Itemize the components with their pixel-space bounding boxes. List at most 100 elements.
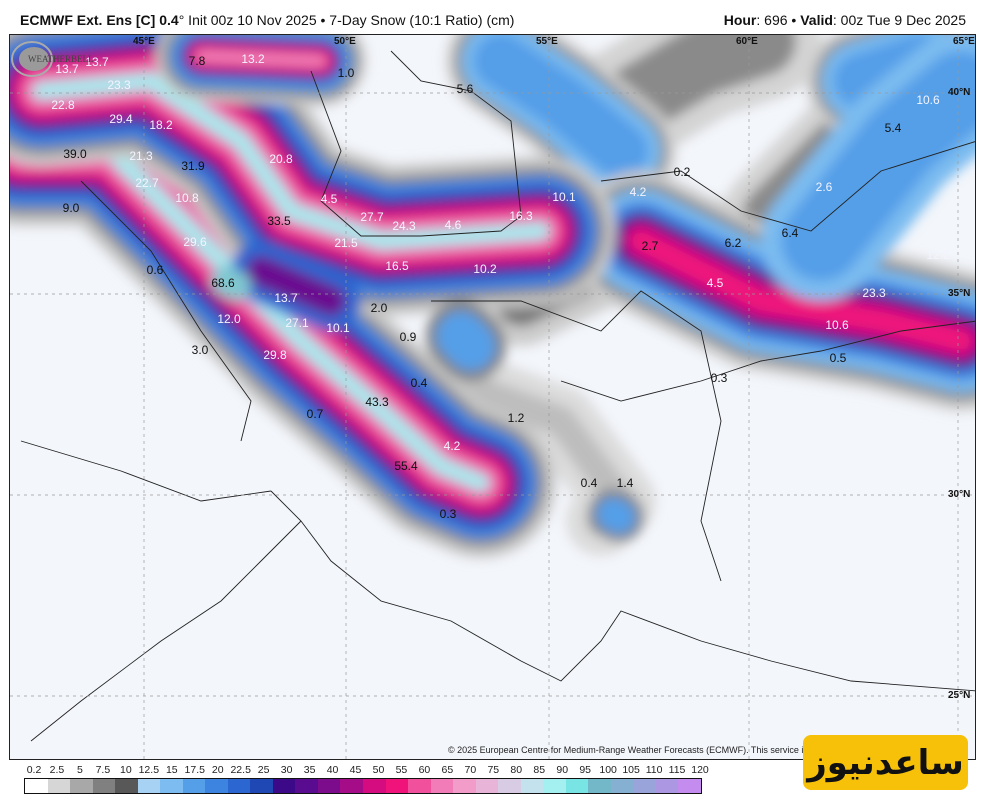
- colorbar-swatch: [633, 779, 656, 793]
- latitude-label: 25°N: [948, 690, 971, 701]
- snow-value-label: 29.8: [263, 348, 287, 362]
- colorbar-swatches: [24, 778, 702, 794]
- snow-value-label: 20.8: [269, 152, 293, 166]
- snow-contour: [781, 51, 975, 281]
- snow-value-label: 2.6: [815, 180, 833, 194]
- snow-value-label: 12.0: [217, 312, 241, 326]
- colorbar-tick-label: 25: [257, 764, 270, 776]
- colorbar-swatch: [295, 779, 318, 793]
- copyright-notice: © 2025 European Centre for Medium-Range …: [448, 745, 816, 755]
- longitude-label: 60°E: [736, 36, 758, 47]
- snow-value-label: 0.4: [580, 476, 598, 490]
- latitude-label: 35°N: [948, 288, 971, 299]
- colorbar-swatch: [92, 779, 116, 793]
- snow-value-label: 5.6: [456, 82, 474, 96]
- colorbar-swatch: [70, 779, 93, 793]
- colorbar-tick-label: 55: [395, 764, 408, 776]
- colorbar-tick-label: 100: [599, 764, 617, 776]
- border-line: [30, 520, 302, 742]
- colorbar-swatch: [430, 779, 454, 793]
- border-line: [560, 320, 975, 402]
- colorbar-legend: 0.2 2.5 5 7.5 10 12.5 15 17.5 20 22.5 25 30 35 40 45 50…: [24, 764, 709, 804]
- colorbar-swatch: [137, 779, 161, 793]
- snow-value-label: 0.7: [306, 407, 324, 421]
- colorbar-swatch: [385, 779, 409, 793]
- longitude-label: 50°E: [334, 36, 356, 47]
- snow-value-label: 1.2: [507, 411, 525, 425]
- snow-value-label: 6.2: [724, 236, 742, 250]
- snow-value-label: 10.6: [916, 93, 940, 107]
- colorbar-tick-label: 40: [326, 764, 339, 776]
- colorbar-tick-label: 10: [120, 764, 132, 776]
- snow-value-label: 2.7: [641, 239, 659, 253]
- snow-value-label: 29.6: [183, 235, 207, 249]
- latitude-label: 30°N: [948, 489, 971, 500]
- colorbar-tick-label: 105: [622, 764, 640, 776]
- snow-contour: [211, 266, 251, 301]
- snow-value-label: 2.0: [370, 301, 388, 315]
- border-line: [20, 440, 272, 502]
- snow-field: [10, 35, 975, 759]
- colorbar-tick-label: 85: [533, 764, 546, 776]
- colorbar-swatch: [453, 779, 476, 793]
- snow-value-label: 18.2: [149, 118, 173, 132]
- snow-value-label: 21.3: [129, 149, 153, 163]
- snow-value-label: 6.4: [781, 226, 799, 240]
- snow-value-label: 10.6: [825, 318, 849, 332]
- longitude-label: 65°E: [953, 36, 975, 47]
- colorbar-tick-label: 65: [441, 764, 454, 776]
- snow-value-label: 0.2: [673, 165, 691, 179]
- colorbar-swatch: [610, 779, 634, 793]
- colorbar-tick-label: 35: [303, 764, 316, 776]
- colorbar-swatch: [47, 779, 71, 793]
- colorbar-tick-label: 7.5: [95, 764, 111, 776]
- snow-value-label: 27.7: [360, 210, 384, 224]
- snow-value-label: 0.4: [410, 376, 428, 390]
- snow-value-label: 55.4: [394, 459, 418, 473]
- colorbar-swatch: [362, 779, 386, 793]
- snow-value-label: 0.5: [829, 351, 847, 365]
- snow-value-label: 5.4: [884, 121, 902, 135]
- colorbar-tick-label: 45: [349, 764, 362, 776]
- snow-value-label: 39.0: [63, 147, 87, 161]
- snow-contour: [473, 35, 649, 179]
- snow-value-label: 31.9: [181, 159, 205, 173]
- snow-value-label: 43.3: [365, 395, 389, 409]
- snow-value-label: 22.7: [135, 176, 159, 190]
- colorbar-swatch: [340, 779, 363, 793]
- snow-value-label: 0.3: [710, 371, 728, 385]
- colorbar-tick-label: 90: [556, 764, 569, 776]
- snow-value-label: 16.5: [385, 259, 409, 273]
- snow-contour: [596, 497, 636, 534]
- hour-value: : 696 •: [756, 12, 801, 28]
- snow-value-label: 12.2: [926, 248, 950, 262]
- snow-value-label: 1.0: [337, 66, 355, 80]
- colorbar-tick-label: 15: [165, 764, 178, 776]
- colorbar-tick-label: 0.2: [26, 764, 42, 776]
- saednews-watermark-logo: ساعدنیوز: [803, 735, 968, 790]
- colorbar-tick-label: 5: [77, 764, 83, 776]
- colorbar-tick-label: 60: [418, 764, 431, 776]
- model-name: ECMWF Ext. Ens [C] 0.4: [20, 12, 179, 28]
- snow-contour: [196, 51, 326, 66]
- colorbar-swatch: [543, 779, 566, 793]
- snow-value-label: 29.4: [109, 112, 133, 126]
- colorbar-tick-label: 80: [510, 764, 523, 776]
- init-info: Init 00z 10 Nov 2025 • 7-Day Snow (10:1 …: [184, 12, 515, 28]
- snow-value-label: 4.5: [706, 276, 724, 290]
- snow-value-label: 7.8: [188, 54, 206, 68]
- valid-label: Valid: [800, 12, 833, 28]
- colorbar-swatch: [182, 779, 206, 793]
- snow-value-label: 24.3: [392, 219, 416, 233]
- colorbar-swatch: [520, 779, 544, 793]
- colorbar-tick-label: 75: [487, 764, 500, 776]
- snow-value-label: 13.2: [241, 52, 265, 66]
- snow-value-label: 23.3: [107, 78, 131, 92]
- header: ECMWF Ext. Ens [C] 0.4° Init 00z 10 Nov …: [0, 0, 984, 34]
- snow-value-label: 0.6: [146, 263, 164, 277]
- colorbar-swatch: [250, 779, 273, 793]
- snow-contour: [436, 311, 496, 371]
- snow-value-label: 27.1: [285, 316, 309, 330]
- snow-value-label: 10.2: [473, 262, 497, 276]
- colorbar-tick-label: 22.5: [230, 764, 251, 776]
